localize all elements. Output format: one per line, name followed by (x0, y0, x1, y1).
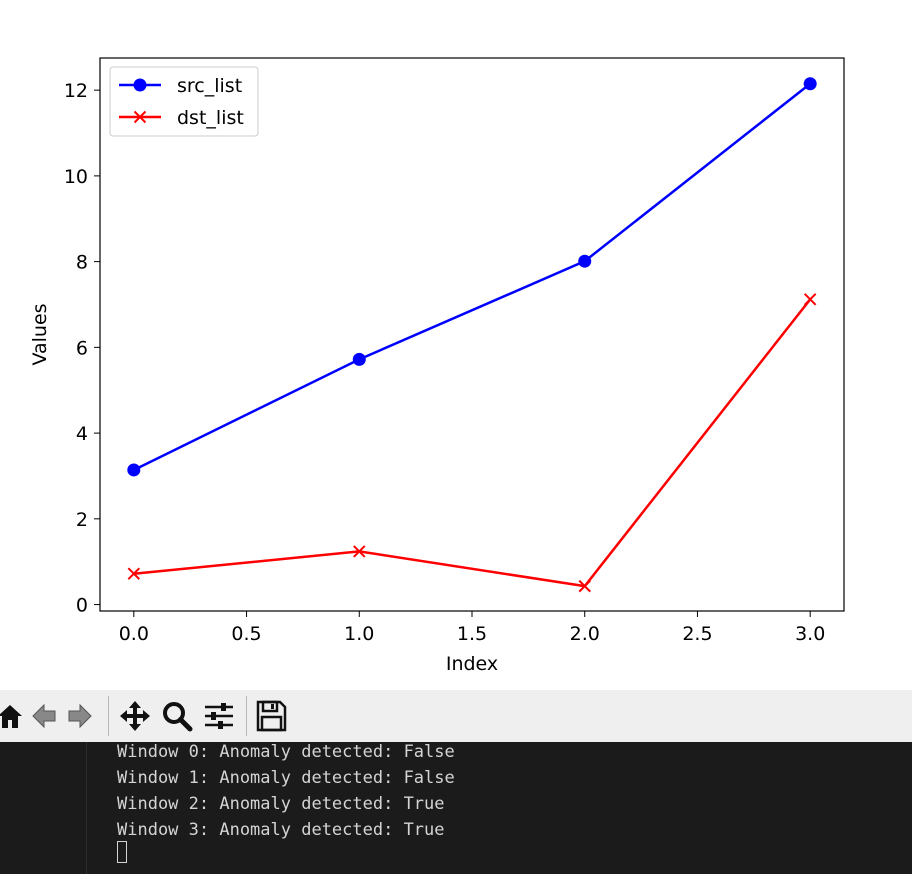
legend-marker-dst_list (133, 110, 147, 124)
series-line-src_list (133, 82, 811, 472)
series-line-dst_list (133, 298, 812, 588)
toolbar-separator (108, 696, 109, 736)
data-point-dst_list (803, 293, 817, 306)
plot-area (100, 58, 844, 611)
terminal-line: Window 1: Anomaly detected: False (117, 768, 455, 788)
x-axis-label: Index (446, 653, 498, 675)
x-tick-label: 1.5 (457, 623, 487, 645)
terminal-gutter (86, 742, 87, 874)
navigation-toolbar (0, 690, 912, 743)
y-tick-label: 0 (76, 595, 88, 617)
terminal-line: Window 0: Anomaly detected: False (117, 742, 455, 762)
toolbar-separator (246, 696, 247, 736)
x-tick-label: 2.5 (682, 623, 712, 645)
figure-canvas[interactable]: 0.0 0.5 1.0 1.5 2.0 2.5 3.0 0 2 4 6 8 10 12 Index Value… (0, 0, 912, 690)
save-button[interactable] (253, 698, 289, 734)
zoom-button[interactable] (159, 698, 195, 734)
home-icon (0, 705, 22, 728)
x-tick-label: 1.0 (344, 623, 374, 645)
y-axis-label: Values (29, 303, 51, 365)
terminal-output[interactable]: Window 0: Anomaly detected: False Window… (0, 742, 912, 874)
configure-subplots-button[interactable] (201, 698, 237, 734)
floppy-disk-icon (256, 700, 287, 732)
data-point-dst_list (127, 567, 141, 580)
terminal-cursor (117, 841, 127, 863)
arrow-left-icon (32, 703, 56, 729)
forward-button[interactable] (62, 698, 98, 734)
legend-label-dst_list: dst_list (177, 107, 244, 129)
legend-marker-src_list (133, 78, 147, 92)
line-chart: 0.0 0.5 1.0 1.5 2.0 2.5 3.0 0 2 4 6 8 10 12 Index Value… (29, 57, 845, 675)
y-tick-label: 10 (64, 166, 88, 188)
axes-frame (99, 57, 845, 612)
back-button[interactable] (26, 698, 62, 734)
move-icon (120, 701, 150, 731)
terminal-line: Window 3: Anomaly detected: True (117, 820, 445, 840)
y-tick-label: 12 (64, 80, 88, 102)
x-tick-label: 0.0 (119, 623, 149, 645)
y-tick-label: 2 (76, 509, 88, 531)
pan-button[interactable] (117, 698, 153, 734)
data-point-src_list (803, 77, 817, 91)
x-tick-label: 3.0 (795, 623, 825, 645)
data-point-dst_list (353, 545, 366, 558)
data-point-src_list (127, 463, 141, 477)
y-tick-label: 6 (76, 337, 88, 359)
legend-label-src_list: src_list (177, 75, 242, 97)
magnifier-icon (163, 702, 193, 732)
data-point-src_list (352, 352, 366, 366)
data-point-src_list (578, 254, 592, 268)
terminal-line: Window 2: Anomaly detected: True (117, 794, 445, 814)
home-button[interactable] (0, 698, 28, 734)
x-tick-label: 0.5 (231, 623, 261, 645)
x-tick-label: 2.0 (570, 623, 600, 645)
data-point-dst_list (578, 579, 591, 593)
arrow-right-icon (68, 703, 92, 729)
y-tick-label: 4 (76, 423, 88, 445)
y-tick-label: 8 (76, 252, 88, 274)
sliders-icon (205, 703, 233, 729)
